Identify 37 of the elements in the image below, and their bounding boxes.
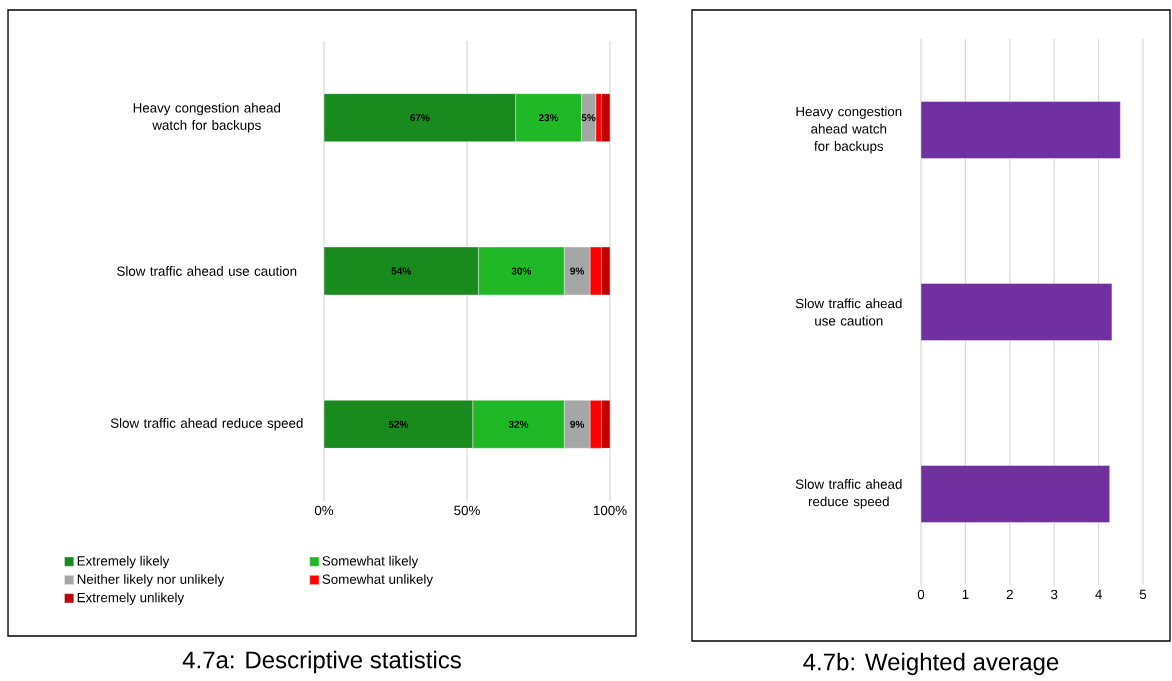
legend-label: Somewhat likely <box>322 555 419 569</box>
data-label: 23% <box>538 114 559 122</box>
x-tick-label: 2 <box>1006 589 1013 600</box>
y-tick-label: Heavy congestion ahead watch for backups <box>796 106 902 154</box>
legend-label: Extremely likely <box>77 555 170 569</box>
x-tick-label: 100% <box>593 505 627 516</box>
bar <box>324 246 479 296</box>
data-label: 32% <box>508 420 529 428</box>
data-label: 54% <box>391 267 411 275</box>
data-label: 52% <box>388 420 409 428</box>
x-tick-label: 1 <box>962 589 969 599</box>
data-label: 5% <box>581 114 596 122</box>
x-tick-label: 50% <box>454 505 480 516</box>
legend-label: Extremely unlikely <box>77 592 185 605</box>
legend-label: Neither likely nor unlikely <box>77 574 225 587</box>
x-tick-label: 0% <box>314 505 334 516</box>
data-label: 67% <box>410 114 430 122</box>
text: 4.7b: Weighted average <box>803 652 1059 676</box>
bar <box>324 93 516 142</box>
text: 4.7a: Descriptive statistics <box>182 650 461 674</box>
y-tick-label: Slow traffic ahead reduce speed <box>110 418 303 431</box>
bar <box>921 465 1110 523</box>
y-tick-label: Slow traffic ahead use caution <box>795 298 902 326</box>
data-label: 9% <box>570 420 585 428</box>
x-tick-label: 4 <box>1095 589 1102 599</box>
data-label: 30% <box>511 267 532 275</box>
x-tick-label: 5 <box>1139 589 1147 599</box>
bar <box>921 101 1121 159</box>
bar <box>324 400 473 449</box>
bar <box>921 283 1113 341</box>
y-tick-label: Slow traffic ahead use caution <box>117 266 297 276</box>
legend-label: Somewhat unlikely <box>322 574 433 587</box>
x-tick-label: 0 <box>917 589 925 600</box>
y-tick-label: Heavy congestion ahead watch for backups <box>133 102 281 133</box>
y-tick-label: Slow traffic ahead reduce speed <box>795 479 902 509</box>
data-label: 9% <box>570 267 585 275</box>
x-tick-label: 3 <box>1050 589 1058 600</box>
